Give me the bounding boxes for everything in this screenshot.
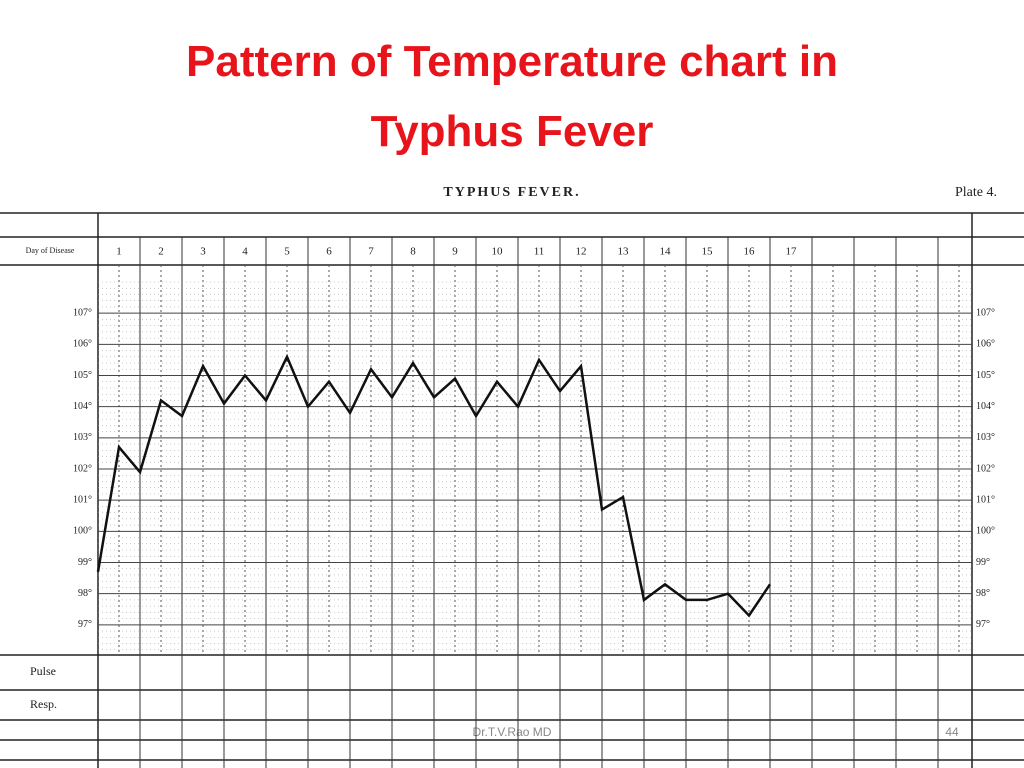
x-tick-label: 13	[618, 246, 630, 258]
x-tick-label: 15	[702, 246, 714, 258]
y-tick-label: 104°	[73, 401, 92, 412]
x-tick-label: 12	[576, 246, 587, 258]
row-label: Pulse	[30, 664, 56, 678]
x-axis-label: Day of Disease	[26, 246, 75, 255]
page-number: 44	[945, 725, 959, 739]
y-tick-label: 105°	[73, 370, 92, 381]
x-tick-label: 17	[786, 246, 798, 258]
x-tick-label: 16	[744, 246, 756, 258]
y-tick-label: 97°	[78, 619, 92, 630]
y-tick-label-right: 99°	[976, 557, 990, 568]
y-tick-label-right: 103°	[976, 432, 995, 443]
table-frame	[0, 212, 1024, 768]
x-tick-label: 2	[158, 246, 164, 258]
x-tick-label: 8	[410, 246, 416, 258]
y-tick-label-right: 98°	[976, 588, 990, 599]
y-tick-label: 106°	[73, 339, 92, 350]
y-tick-label-right: 107°	[976, 307, 995, 318]
chart-title: TYPHUS FEVER.	[443, 185, 580, 200]
x-tick-label: 10	[492, 246, 504, 258]
y-tick-label: 102°	[73, 463, 92, 474]
y-tick-label-right: 106°	[976, 339, 995, 350]
x-tick-label: 14	[660, 246, 672, 258]
x-tick-label: 1	[116, 246, 122, 258]
y-tick-label: 107°	[73, 307, 92, 318]
x-tick-label: 3	[200, 246, 206, 258]
x-tick-label: 4	[242, 246, 248, 258]
slide-title: Pattern of Temperature chart in Typhus Fe…	[186, 37, 838, 156]
x-tick-label: 6	[326, 246, 332, 258]
y-tick-label: 101°	[73, 494, 92, 505]
x-tick-label: 11	[534, 246, 545, 258]
footer-author: Dr.T.V.Rao MD	[473, 725, 552, 739]
y-tick-label: 100°	[73, 526, 92, 537]
x-tick-label: 9	[452, 246, 458, 258]
y-tick-label: 99°	[78, 557, 92, 568]
y-tick-label: 98°	[78, 588, 92, 599]
plate-label: Plate 4.	[955, 185, 997, 200]
y-tick-label-right: 97°	[976, 619, 990, 630]
y-tick-label-right: 104°	[976, 401, 995, 412]
y-tick-label-right: 101°	[976, 494, 995, 505]
y-tick-label: 103°	[73, 432, 92, 443]
row-label: Resp.	[30, 697, 57, 711]
temperature-line	[96, 353, 772, 618]
x-tick-label: 5	[284, 246, 290, 258]
y-tick-label-right: 102°	[976, 463, 995, 474]
x-tick-label: 7	[368, 246, 374, 258]
y-tick-label-right: 100°	[976, 526, 995, 537]
y-tick-label-right: 105°	[976, 370, 995, 381]
